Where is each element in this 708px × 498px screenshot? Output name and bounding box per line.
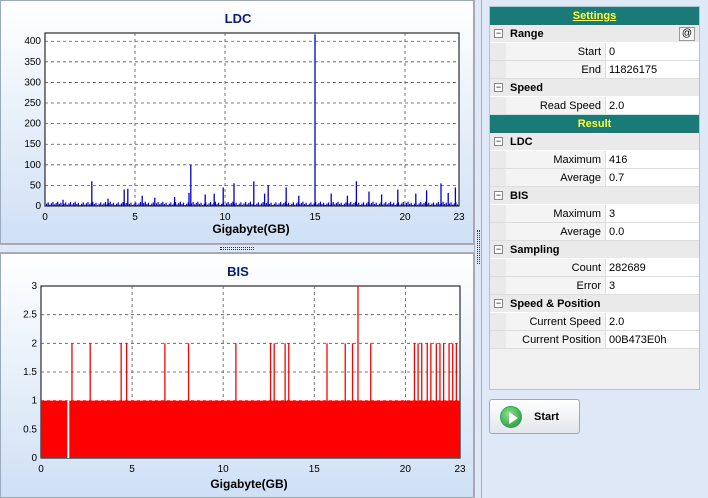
property-row-read-speed[interactable]: Read Speed 2.0 <box>490 97 699 115</box>
property-row-start[interactable]: Start 0 <box>490 43 699 61</box>
ldc-average-value: 0.7 <box>606 169 699 186</box>
x-tick-label: 10 <box>218 464 230 475</box>
category-range[interactable]: − Range @ <box>490 25 699 43</box>
x-tick-label: 23 <box>454 464 466 475</box>
collapse-icon[interactable]: − <box>494 244 503 254</box>
property-row-ldc-average[interactable]: Average 0.7 <box>490 169 699 187</box>
collapse-icon[interactable]: − <box>494 190 503 200</box>
settings-header: Settings <box>490 7 699 25</box>
property-row-bis-average[interactable]: Average 0.0 <box>490 223 699 241</box>
ldc-maximum-value: 416 <box>606 151 699 168</box>
collapse-icon[interactable]: − <box>494 298 503 308</box>
property-row-bis-maximum[interactable]: Maximum 3 <box>490 205 699 223</box>
category-sampling[interactable]: − Sampling <box>490 241 699 259</box>
property-row-current-speed[interactable]: Current Speed 2.0 <box>490 313 699 331</box>
y-tick-label: 50 <box>30 180 42 191</box>
bis-average-value: 0.0 <box>606 223 699 240</box>
property-row-ldc-maximum[interactable]: Maximum 416 <box>490 151 699 169</box>
bis-x-axis-label: Gigabyte(GB) <box>210 477 287 491</box>
y-tick-label: 250 <box>24 98 41 109</box>
category-bis[interactable]: − BIS <box>490 187 699 205</box>
bis-chart-panel: BIS 0 0.5 1 1.5 2 2.5 3 0 5 10 15 20 23 Gigabyte(GB… <box>0 253 474 498</box>
bis-chart-title: BIS <box>227 264 249 279</box>
y-tick-label: 3 <box>31 281 37 292</box>
ldc-plot-area <box>44 32 460 207</box>
x-tick-label: 20 <box>399 212 411 223</box>
vsplitter-grip-icon <box>477 230 480 264</box>
x-tick-label: 20 <box>400 464 412 475</box>
vertical-splitter[interactable] <box>474 0 482 498</box>
x-tick-label: 23 <box>453 212 465 223</box>
category-speed[interactable]: − Speed <box>490 79 699 97</box>
ldc-x-axis-label: Gigabyte(GB) <box>212 222 289 236</box>
x-tick-label: 0 <box>42 212 48 223</box>
baseline-fill <box>41 400 460 458</box>
y-tick-label: 2.5 <box>23 310 37 321</box>
property-row-current-position[interactable]: Current Position 00B473E0h <box>490 331 699 349</box>
collapse-icon[interactable]: − <box>494 82 503 92</box>
property-row-count[interactable]: Count 282689 <box>490 259 699 277</box>
start-value[interactable]: 0 <box>606 43 699 60</box>
result-header: Result <box>490 115 699 133</box>
y-tick-label: 0 <box>31 453 37 464</box>
splitter-grip-icon <box>220 247 254 250</box>
y-tick-label: 300 <box>24 77 41 88</box>
start-button-label: Start <box>534 410 560 423</box>
bis-chart: BIS 0 0.5 1 1.5 2 2.5 3 0 5 10 15 20 23 Gigabyte(GB… <box>23 264 466 491</box>
at-button[interactable]: @ <box>679 27 695 41</box>
current-position-value: 00B473E0h <box>606 331 699 348</box>
y-tick-label: 0.5 <box>23 424 37 435</box>
bis-maximum-value: 3 <box>606 205 699 222</box>
play-icon <box>500 405 522 428</box>
y-tick-label: 200 <box>24 119 41 130</box>
ldc-chart-title: LDC <box>225 11 252 26</box>
start-button[interactable]: Start <box>489 399 580 434</box>
x-tick-label: 15 <box>309 464 321 475</box>
category-ldc[interactable]: − LDC <box>490 133 699 151</box>
category-speed-position[interactable]: − Speed & Position <box>490 295 699 313</box>
property-grid: Settings − Range @ Start 0 End 11826175 − … <box>489 6 700 390</box>
collapse-icon[interactable]: − <box>494 136 503 146</box>
y-tick-label: 400 <box>24 36 41 47</box>
current-speed-value: 2.0 <box>606 313 699 330</box>
end-value[interactable]: 11826175 <box>606 61 699 78</box>
x-tick-label: 15 <box>309 212 321 223</box>
y-tick-label: 100 <box>24 160 41 171</box>
ldc-chart-panel: LDC 0 50 100 150 200 250 300 350 400 0 5 10 15 20 23 … <box>0 0 474 244</box>
y-tick-label: 150 <box>24 139 41 150</box>
collapse-icon[interactable]: − <box>494 28 503 38</box>
y-tick-label: 0 <box>35 201 41 212</box>
y-tick-label: 1 <box>31 396 37 407</box>
horizontal-splitter[interactable] <box>0 244 474 253</box>
x-tick-label: 5 <box>132 212 138 223</box>
x-tick-label: 0 <box>38 464 44 475</box>
property-row-end[interactable]: End 11826175 <box>490 61 699 79</box>
x-tick-label: 5 <box>129 464 135 475</box>
count-value: 282689 <box>606 259 699 276</box>
x-tick-label: 10 <box>219 212 231 223</box>
properties-pane: Settings − Range @ Start 0 End 11826175 − … <box>482 0 708 498</box>
y-tick-label: 2 <box>31 338 37 349</box>
y-tick-label: 1.5 <box>23 367 37 378</box>
y-tick-label: 350 <box>24 57 41 68</box>
error-value: 3 <box>606 277 699 294</box>
read-speed-value[interactable]: 2.0 <box>606 97 699 114</box>
property-row-error[interactable]: Error 3 <box>490 277 699 295</box>
